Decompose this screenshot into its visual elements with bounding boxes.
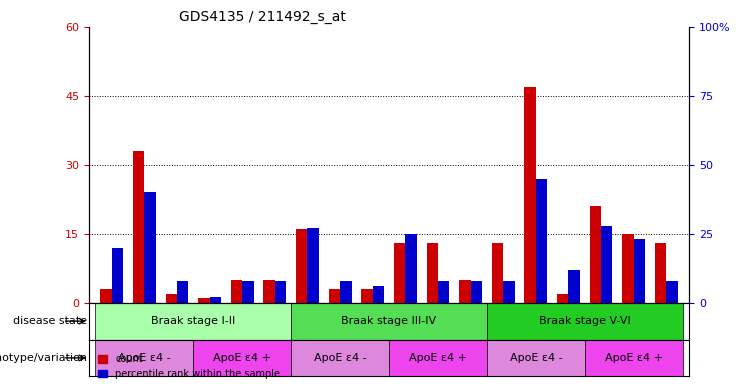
Bar — [177, 281, 188, 303]
Bar — [210, 297, 221, 303]
FancyBboxPatch shape — [96, 303, 291, 339]
Bar — [634, 239, 645, 303]
FancyBboxPatch shape — [585, 339, 682, 376]
FancyBboxPatch shape — [291, 339, 389, 376]
Bar — [198, 298, 210, 303]
Bar — [503, 281, 514, 303]
Bar — [525, 87, 536, 303]
Bar — [568, 270, 580, 303]
Bar — [100, 289, 112, 303]
Bar — [655, 243, 666, 303]
Bar — [340, 281, 351, 303]
Bar — [590, 206, 601, 303]
Text: ApoE ε4 -: ApoE ε4 - — [510, 353, 562, 363]
Text: disease state: disease state — [13, 316, 87, 326]
Text: Braak stage III-IV: Braak stage III-IV — [342, 316, 436, 326]
Text: Braak stage I-II: Braak stage I-II — [151, 316, 236, 326]
FancyBboxPatch shape — [487, 303, 682, 339]
Bar — [666, 281, 678, 303]
Legend: count, percentile rank within the sample: count, percentile rank within the sample — [94, 350, 284, 383]
Bar — [622, 234, 634, 303]
Bar — [438, 281, 449, 303]
Bar — [394, 243, 405, 303]
Bar — [471, 281, 482, 303]
Bar — [362, 289, 373, 303]
FancyBboxPatch shape — [487, 339, 585, 376]
Text: ApoE ε4 -: ApoE ε4 - — [118, 353, 170, 363]
Text: ApoE ε4 -: ApoE ε4 - — [313, 353, 366, 363]
Bar — [144, 192, 156, 303]
Bar — [275, 281, 286, 303]
Bar — [242, 281, 253, 303]
Bar — [536, 179, 548, 303]
Bar — [557, 293, 568, 303]
Bar — [230, 280, 242, 303]
Bar — [405, 234, 416, 303]
Bar — [329, 289, 340, 303]
Bar — [492, 243, 503, 303]
Bar — [601, 225, 613, 303]
Text: Braak stage V-VI: Braak stage V-VI — [539, 316, 631, 326]
Bar — [296, 229, 308, 303]
Bar — [133, 151, 144, 303]
Text: ApoE ε4 +: ApoE ε4 + — [213, 353, 271, 363]
FancyBboxPatch shape — [389, 339, 487, 376]
Bar — [373, 286, 384, 303]
Text: ApoE ε4 +: ApoE ε4 + — [605, 353, 662, 363]
Bar — [112, 248, 123, 303]
Bar — [308, 228, 319, 303]
Bar — [264, 280, 275, 303]
FancyBboxPatch shape — [193, 339, 291, 376]
Bar — [427, 243, 438, 303]
Bar — [459, 280, 471, 303]
FancyBboxPatch shape — [291, 303, 487, 339]
FancyBboxPatch shape — [96, 339, 193, 376]
Text: ApoE ε4 +: ApoE ε4 + — [409, 353, 467, 363]
Bar — [165, 293, 177, 303]
Text: genotype/variation: genotype/variation — [0, 353, 87, 363]
Text: GDS4135 / 211492_s_at: GDS4135 / 211492_s_at — [179, 10, 346, 25]
